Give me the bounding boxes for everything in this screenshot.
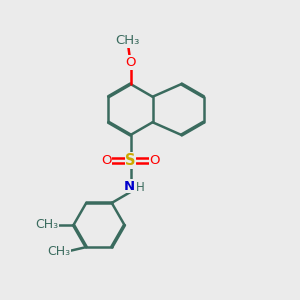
Text: CH₃: CH₃ [35, 218, 58, 232]
Text: H: H [136, 181, 145, 194]
Text: S: S [125, 153, 136, 168]
Text: O: O [101, 154, 112, 167]
Text: N: N [123, 179, 135, 193]
Text: O: O [125, 56, 136, 69]
Text: CH₃: CH₃ [115, 34, 140, 47]
Text: O: O [149, 154, 160, 167]
Text: CH₃: CH₃ [48, 245, 71, 258]
